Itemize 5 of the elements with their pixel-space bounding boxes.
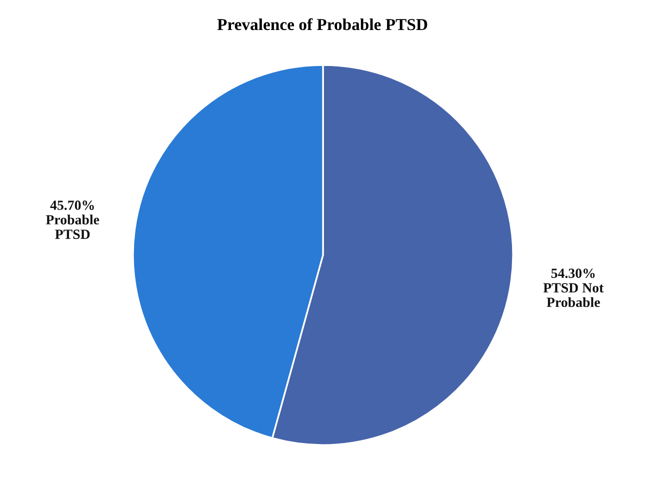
data-label: 54.30% [551,268,595,278]
chart-title: Prevalence of Probable PTSD [217,18,428,30]
data-label: 45.70% [50,200,94,210]
slice-label: PTSD Not Probable [543,283,604,308]
slice-label: Probable PTSD [46,214,100,239]
